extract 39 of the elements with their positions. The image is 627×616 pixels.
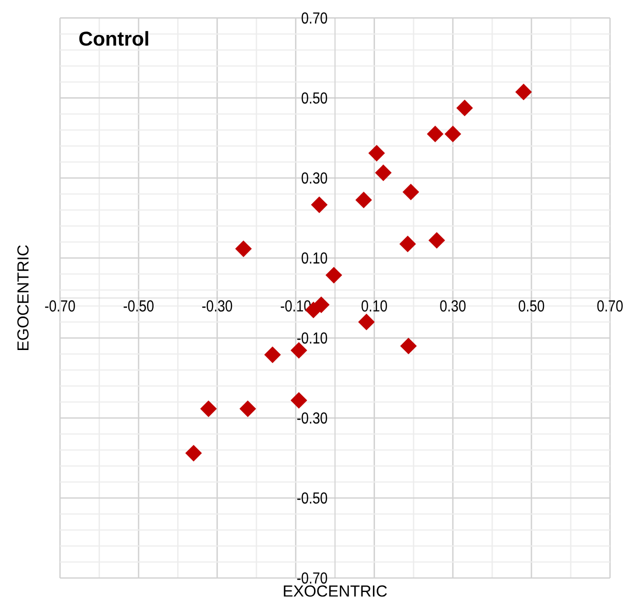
- point: [240, 400, 256, 417]
- y-tick-label: 0.10: [302, 252, 328, 264]
- point: [235, 240, 252, 257]
- x-tick-label: 0.70: [597, 300, 623, 312]
- x-tick-label: 0.30: [440, 300, 466, 312]
- point: [264, 346, 281, 363]
- point: [290, 342, 308, 359]
- x-tick-label: -0.30: [202, 300, 232, 312]
- y-tick-label: -0.50: [297, 492, 328, 504]
- point: [402, 184, 420, 200]
- point: [515, 84, 532, 100]
- x-tick-label: 0.50: [518, 300, 544, 312]
- point: [456, 100, 473, 116]
- point: [368, 144, 385, 162]
- point: [290, 392, 308, 409]
- y-tick-label: -0.30: [297, 412, 328, 424]
- text: Control: [79, 31, 148, 46]
- point: [356, 192, 372, 208]
- x-tick-label: -0.50: [124, 300, 154, 312]
- point: [358, 314, 375, 330]
- y-tick-label: 0.30: [302, 172, 328, 184]
- point: [200, 400, 217, 417]
- y-tick-label: 0.50: [302, 92, 328, 104]
- point: [375, 164, 392, 181]
- y-tick-label: -0.70: [297, 572, 328, 584]
- y-tick-label: 0.70: [302, 12, 328, 24]
- y-tick-label: -0.10: [297, 332, 328, 344]
- point: [400, 236, 416, 252]
- point: [444, 126, 462, 142]
- point: [428, 232, 445, 249]
- x-tick-label: 0.10: [362, 300, 387, 312]
- y-axis-title: EGOCENTRIC: [17, 245, 29, 350]
- point: [400, 338, 417, 354]
- x-tick-label: -0.70: [45, 300, 75, 312]
- point: [326, 266, 342, 284]
- point: [185, 444, 202, 462]
- point: [311, 196, 328, 213]
- point: [427, 126, 444, 142]
- x-axis-title: EXOCENTRIC: [284, 585, 387, 597]
